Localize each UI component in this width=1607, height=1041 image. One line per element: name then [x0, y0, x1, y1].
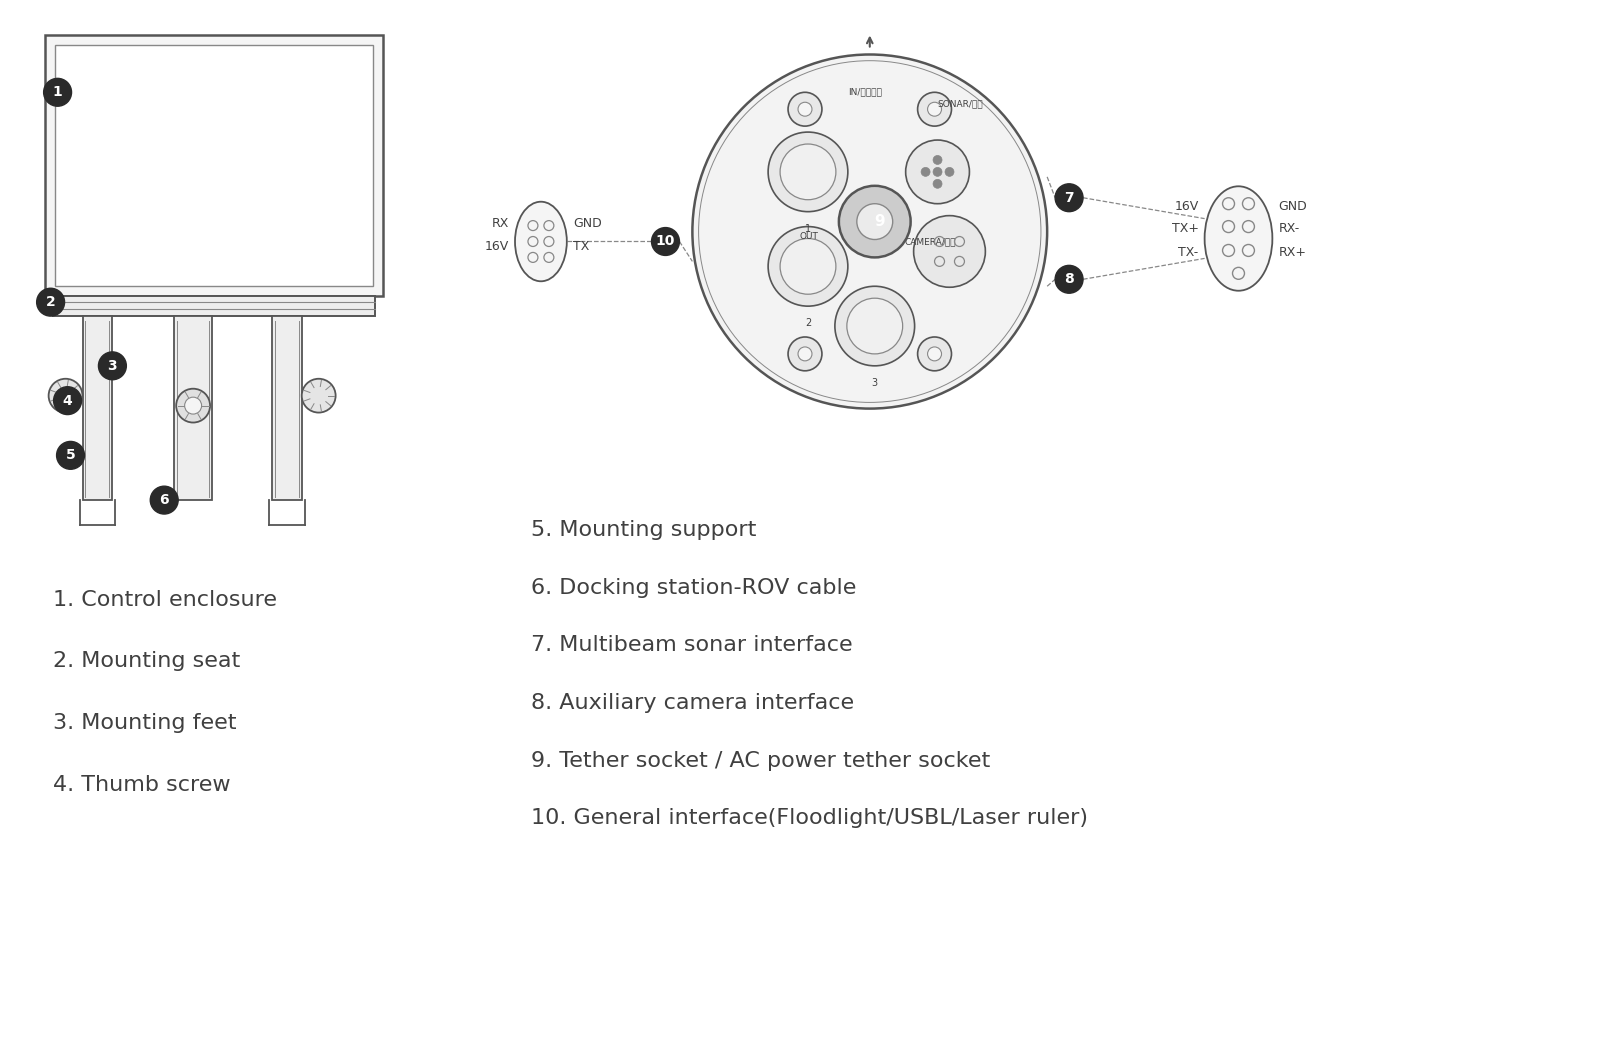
Text: GND: GND	[1278, 200, 1306, 213]
Circle shape	[797, 347, 812, 361]
Text: SONAR/声呐: SONAR/声呐	[937, 100, 982, 108]
Circle shape	[932, 179, 942, 188]
Text: TX+: TX+	[1172, 222, 1197, 235]
Circle shape	[918, 93, 951, 126]
Circle shape	[779, 144, 836, 200]
Text: 7: 7	[1064, 191, 1073, 205]
Text: RX+: RX+	[1278, 246, 1305, 259]
Circle shape	[693, 54, 1046, 409]
Text: TX: TX	[572, 240, 588, 253]
Text: 2: 2	[805, 319, 810, 328]
Circle shape	[185, 398, 201, 414]
Text: 10. General interface(Floodlight/USBL/Laser ruler): 10. General interface(Floodlight/USBL/La…	[530, 809, 1088, 829]
Circle shape	[927, 347, 942, 361]
Text: 1. Control enclosure: 1. Control enclosure	[53, 589, 276, 610]
Text: TX-: TX-	[1178, 246, 1197, 259]
Text: 8. Auxiliary camera interface: 8. Auxiliary camera interface	[530, 693, 853, 713]
Circle shape	[302, 379, 336, 412]
Text: 9: 9	[874, 214, 884, 229]
Text: 6: 6	[159, 493, 169, 507]
Text: 5. Mounting support: 5. Mounting support	[530, 520, 755, 540]
Text: RX-: RX-	[1278, 222, 1298, 235]
Text: 6. Docking station-ROV cable: 6. Docking station-ROV cable	[530, 578, 857, 598]
Circle shape	[857, 204, 892, 239]
Text: 3. Mounting feet: 3. Mounting feet	[53, 713, 236, 733]
Text: 1: 1	[53, 85, 63, 99]
Circle shape	[768, 132, 847, 211]
Circle shape	[53, 386, 82, 414]
Text: 2. Mounting seat: 2. Mounting seat	[53, 652, 239, 671]
Text: CAMERA/摄机: CAMERA/摄机	[905, 237, 956, 246]
FancyBboxPatch shape	[45, 34, 382, 297]
Text: 8: 8	[1064, 273, 1073, 286]
Text: OUT: OUT	[799, 232, 818, 242]
Circle shape	[48, 379, 82, 412]
Circle shape	[651, 228, 680, 255]
Text: IN/输力插流: IN/输力插流	[847, 87, 881, 97]
Circle shape	[98, 352, 127, 380]
Circle shape	[1054, 265, 1083, 294]
Circle shape	[37, 288, 64, 316]
Circle shape	[797, 102, 812, 117]
Text: 2: 2	[45, 296, 56, 309]
FancyBboxPatch shape	[53, 297, 376, 316]
FancyBboxPatch shape	[55, 45, 373, 286]
Circle shape	[43, 78, 71, 106]
Circle shape	[779, 238, 836, 295]
Circle shape	[932, 155, 942, 164]
Circle shape	[918, 337, 951, 371]
Circle shape	[905, 141, 969, 204]
FancyBboxPatch shape	[272, 316, 302, 500]
Text: 9. Tether socket / AC power tether socket: 9. Tether socket / AC power tether socke…	[530, 751, 990, 770]
Text: 1: 1	[805, 224, 810, 233]
Text: 4: 4	[63, 393, 72, 408]
Circle shape	[1054, 184, 1083, 211]
Circle shape	[921, 168, 929, 176]
Circle shape	[927, 102, 942, 117]
Circle shape	[839, 185, 910, 257]
Circle shape	[768, 227, 847, 306]
Ellipse shape	[1204, 186, 1271, 290]
Circle shape	[787, 337, 821, 371]
Circle shape	[787, 93, 821, 126]
Text: 10: 10	[656, 234, 675, 249]
Text: 3: 3	[871, 378, 877, 387]
Circle shape	[177, 388, 211, 423]
Circle shape	[149, 486, 178, 514]
Circle shape	[913, 215, 985, 287]
Text: 16V: 16V	[1173, 200, 1197, 213]
Text: GND: GND	[572, 218, 601, 230]
Circle shape	[56, 441, 85, 469]
Circle shape	[834, 286, 914, 365]
Text: 4. Thumb screw: 4. Thumb screw	[53, 775, 230, 794]
Text: 5: 5	[66, 449, 76, 462]
Circle shape	[945, 168, 953, 176]
FancyBboxPatch shape	[174, 316, 212, 500]
Ellipse shape	[514, 202, 567, 281]
Circle shape	[847, 298, 902, 354]
Text: 16V: 16V	[484, 240, 509, 253]
Text: 7. Multibeam sonar interface: 7. Multibeam sonar interface	[530, 635, 852, 656]
Circle shape	[932, 168, 942, 176]
Text: 3: 3	[108, 359, 117, 373]
Text: RX: RX	[492, 218, 509, 230]
FancyBboxPatch shape	[82, 316, 112, 500]
